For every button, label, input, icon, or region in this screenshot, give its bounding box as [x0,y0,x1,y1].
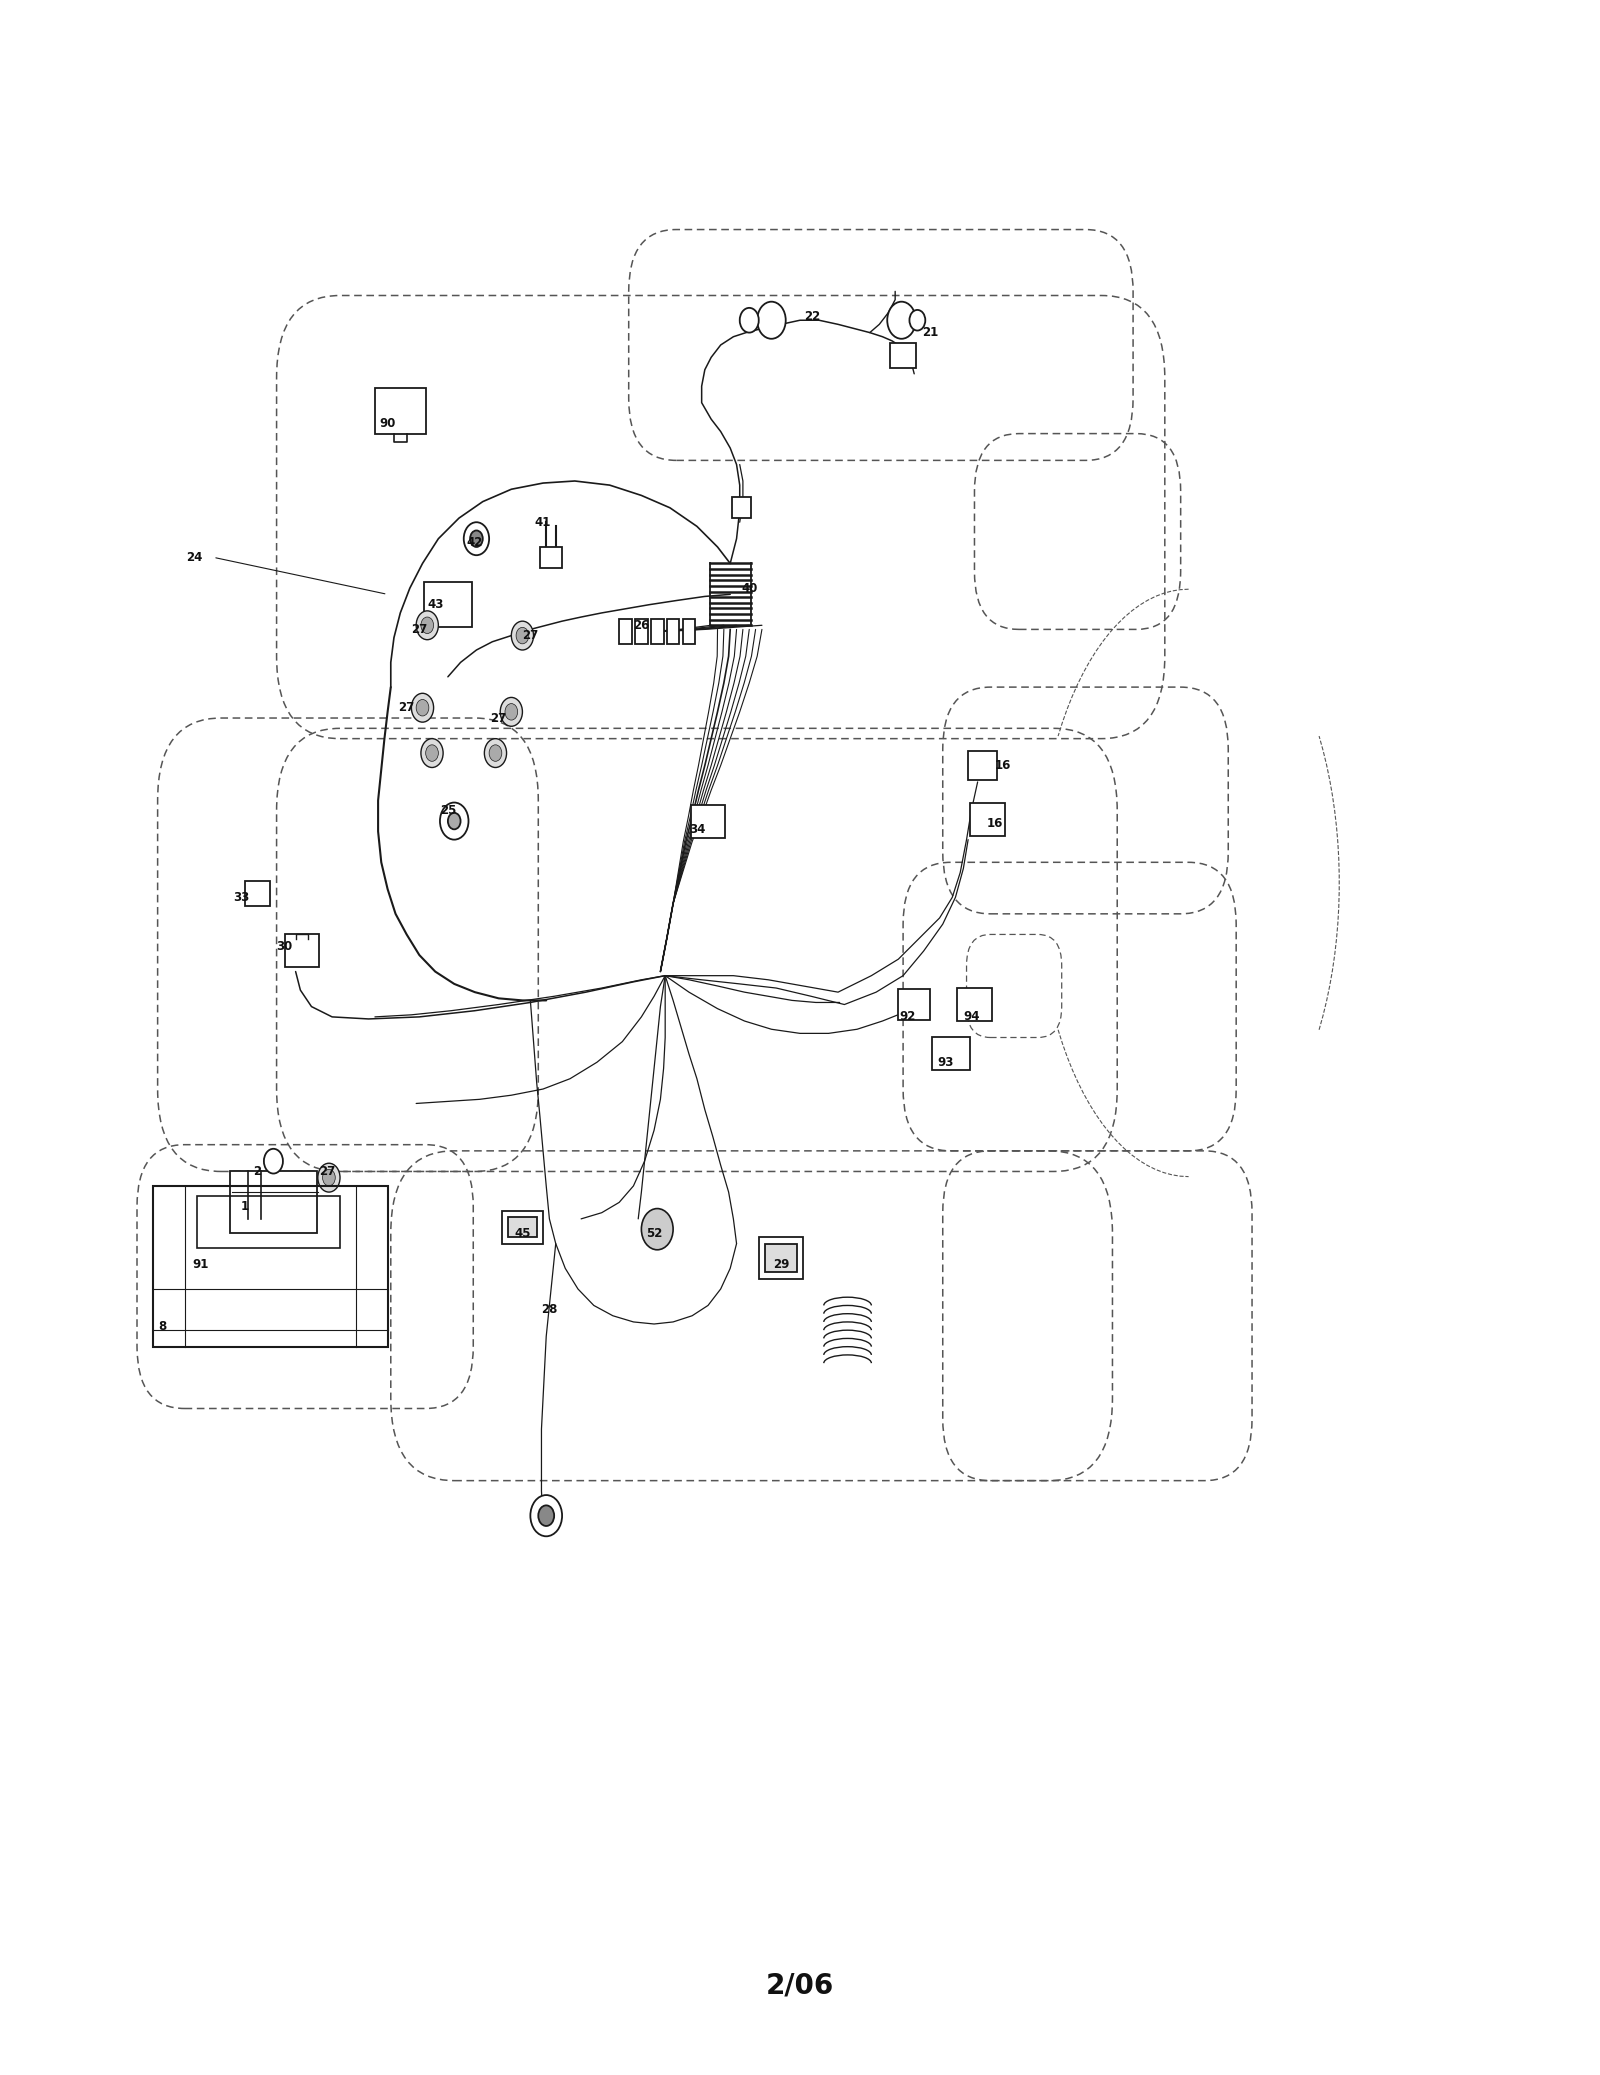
Circle shape [426,745,438,762]
Circle shape [448,813,461,830]
Circle shape [642,1208,674,1249]
Circle shape [318,1164,341,1191]
Bar [285,934,320,967]
Circle shape [506,703,518,720]
Bar [891,342,915,367]
Text: 26: 26 [634,618,650,631]
Bar [619,618,632,643]
Circle shape [416,610,438,639]
Circle shape [416,699,429,716]
Circle shape [739,307,758,332]
Text: 34: 34 [688,824,706,836]
Circle shape [530,1496,562,1536]
Bar [765,1243,797,1272]
Bar [691,805,725,838]
Bar [197,1195,341,1247]
Circle shape [538,1504,554,1525]
Bar [683,618,696,643]
Bar [539,548,562,569]
Bar [374,388,426,434]
Text: 45: 45 [514,1226,531,1239]
Bar [957,988,992,1021]
Text: 8: 8 [158,1320,166,1332]
Text: 29: 29 [773,1257,789,1270]
Text: 24: 24 [186,550,202,564]
Circle shape [470,531,483,548]
Circle shape [464,523,490,556]
Text: 22: 22 [805,309,821,322]
Text: 21: 21 [922,326,938,338]
Text: 30: 30 [277,940,293,952]
Bar [154,1187,387,1347]
Text: 27: 27 [398,701,414,714]
Text: 27: 27 [411,622,427,635]
Text: 33: 33 [234,890,250,905]
Text: 94: 94 [963,1011,979,1023]
Bar [502,1210,542,1243]
Bar [731,498,750,519]
Circle shape [421,616,434,633]
Text: 27: 27 [491,712,507,724]
Text: 16: 16 [987,818,1003,830]
Circle shape [757,301,786,338]
Text: 2/06: 2/06 [766,1971,834,2000]
Circle shape [909,309,925,330]
Text: 92: 92 [899,1011,917,1023]
Text: 40: 40 [741,581,757,596]
Bar [931,1038,970,1071]
Bar [635,618,648,643]
Text: 28: 28 [541,1303,557,1316]
Circle shape [411,693,434,722]
Circle shape [490,745,502,762]
Bar [968,751,997,780]
Bar [651,618,664,643]
Text: 90: 90 [379,417,395,430]
Circle shape [517,627,528,643]
Circle shape [421,739,443,768]
Circle shape [485,739,507,768]
Bar [245,882,270,905]
Circle shape [323,1170,336,1187]
Bar [667,618,680,643]
Bar [758,1237,803,1278]
Text: 41: 41 [534,517,552,529]
Bar [970,803,1005,836]
Circle shape [440,803,469,840]
Bar [509,1216,536,1237]
Text: 27: 27 [320,1164,336,1179]
Text: 25: 25 [440,805,456,818]
Text: 93: 93 [938,1056,954,1069]
Bar [424,581,472,627]
Circle shape [264,1150,283,1174]
Bar [898,990,930,1021]
Text: 16: 16 [995,759,1011,772]
Text: 1: 1 [240,1199,250,1214]
Bar [230,1172,317,1233]
Circle shape [501,697,523,726]
Text: 2: 2 [253,1164,262,1179]
Circle shape [888,301,915,338]
Text: 52: 52 [646,1226,662,1239]
Text: 42: 42 [467,535,483,550]
Text: 43: 43 [427,598,443,612]
Text: 27: 27 [522,629,539,641]
Text: 91: 91 [192,1257,208,1270]
Circle shape [512,620,533,649]
